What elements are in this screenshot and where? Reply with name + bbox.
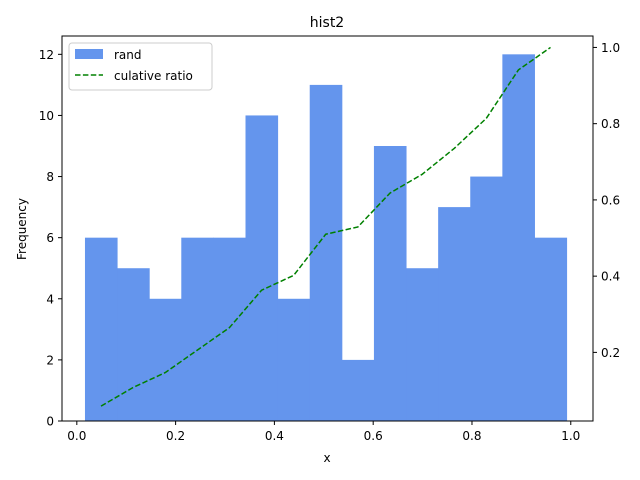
histogram-bar (373, 146, 407, 421)
x-tick-label: 0.4 (265, 429, 284, 443)
x-tick-label: 1.0 (561, 429, 580, 443)
histogram-bar (309, 84, 343, 421)
histogram-bar (213, 237, 247, 421)
cumulative-ratio-line (100, 46, 551, 407)
histogram-bar (406, 268, 439, 421)
histogram-bar (502, 54, 535, 421)
right-y-tick-label: 0.6 (601, 193, 620, 207)
right-y-tick-label: 0.4 (601, 270, 620, 284)
right-y-tick-label: 0.8 (601, 117, 620, 131)
y-tick-label: 0 (46, 415, 54, 429)
y-tick-label: 10 (39, 109, 54, 123)
legend-rand-swatch (75, 49, 103, 59)
x-tick-label: 0.6 (364, 429, 383, 443)
legend-rand-label: rand (114, 48, 142, 62)
y-tick-label: 8 (46, 170, 54, 184)
y-tick-label: 4 (46, 292, 54, 306)
y-tick-label: 2 (46, 353, 54, 367)
legend-ratio-label: culative ratio (114, 69, 193, 83)
histogram-bar (277, 298, 311, 421)
histogram-bar (534, 237, 568, 421)
x-tick-label: 0.2 (166, 429, 185, 443)
y-axis-label: Frequency (15, 198, 29, 260)
legend-box (68, 42, 213, 91)
histogram-bar (470, 176, 503, 421)
chart-title: hist2 (310, 15, 344, 31)
y-axis-ticks: 0 2 4 6 8 10 12 (39, 48, 62, 429)
x-tick-label: 0.0 (67, 429, 86, 443)
x-axis-label: x (323, 451, 330, 465)
x-tick-label: 0.8 (462, 429, 481, 443)
histogram-bar (149, 298, 182, 421)
histogram-bars (84, 54, 568, 421)
right-y-axis-ticks: 0.2 0.4 0.6 0.8 1.0 (593, 41, 620, 360)
histogram-bar (84, 237, 118, 421)
histogram-bar (341, 359, 375, 421)
histogram-bar (245, 115, 279, 421)
y-tick-label: 12 (39, 48, 54, 62)
x-axis-ticks: 0.0 0.2 0.4 0.6 0.8 1.0 (67, 421, 580, 443)
histogram-bar (438, 207, 471, 421)
histogram-bar (181, 237, 214, 421)
right-y-tick-label: 1.0 (601, 41, 620, 55)
cumulative-ratio-line-layer (100, 46, 551, 407)
right-y-tick-label: 0.2 (601, 346, 620, 360)
legend: rand culative ratio (68, 42, 213, 91)
y-tick-label: 6 (46, 231, 54, 245)
histogram-bar (117, 268, 150, 421)
plot-frame (61, 35, 594, 422)
